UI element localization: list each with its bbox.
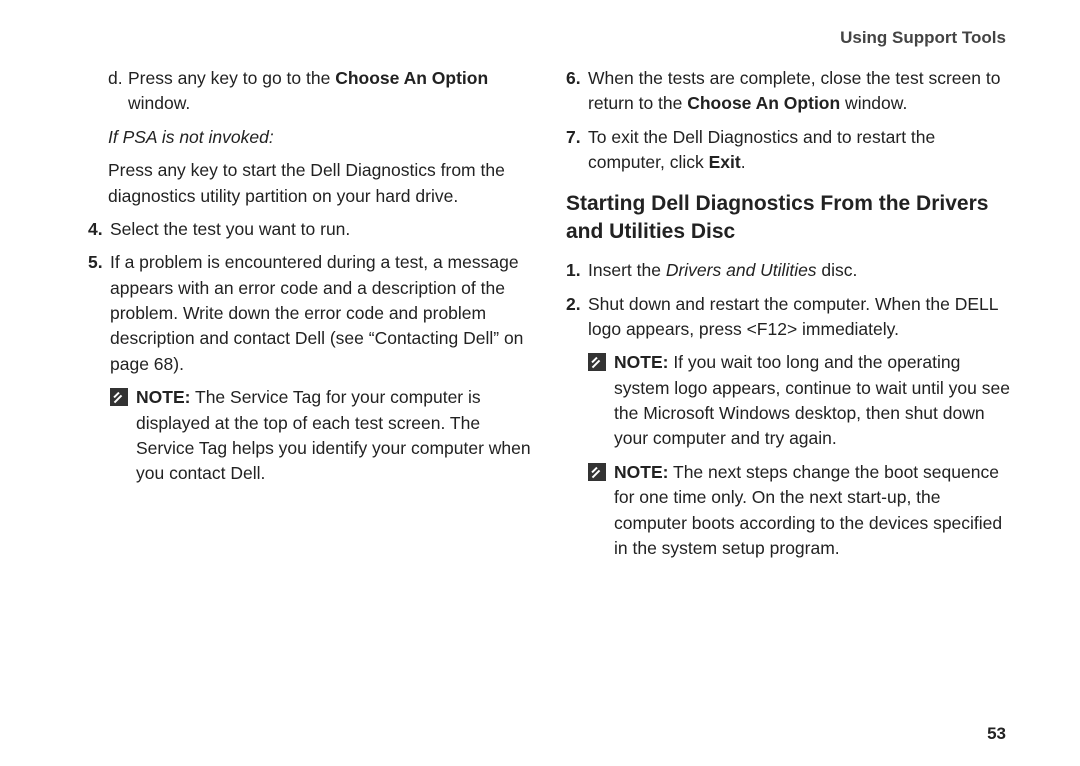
step-6-after: window.	[840, 93, 907, 113]
note-label: NOTE:	[614, 462, 668, 482]
note-body: If you wait too long and the operating s…	[614, 352, 1010, 448]
step-4-text: Select the test you want to run.	[110, 217, 532, 242]
note-icon	[110, 388, 128, 406]
note-icon	[588, 463, 606, 481]
note-body: The Service Tag for your computer is dis…	[136, 387, 531, 483]
disc-step-2-text: Shut down and restart the computer. When…	[588, 292, 1010, 343]
step-7-text: To exit the Dell Diagnostics and to rest…	[588, 125, 1010, 176]
section-heading: Starting Dell Diagnostics From the Drive…	[566, 190, 1010, 247]
psa-body: Press any key to start the Dell Diagnost…	[108, 158, 532, 209]
step-7-after: .	[741, 152, 746, 172]
note-boot-sequence: NOTE: The next steps change the boot seq…	[588, 460, 1010, 562]
step-d: d. Press any key to go to the Choose An …	[108, 66, 532, 117]
disc-step-1: 1. Insert the Drivers and Utilities disc…	[566, 258, 1010, 283]
right-column: 6. When the tests are complete, close th…	[566, 66, 1010, 569]
page-header: Using Support Tools	[88, 28, 1010, 48]
step-6-text: When the tests are complete, close the t…	[588, 66, 1010, 117]
step-6: 6. When the tests are complete, close th…	[566, 66, 1010, 117]
note-label: NOTE:	[136, 387, 190, 407]
left-column: d. Press any key to go to the Choose An …	[88, 66, 532, 569]
psa-heading: If PSA is not invoked:	[108, 125, 532, 150]
note-service-tag-text: NOTE: The Service Tag for your computer …	[136, 385, 532, 487]
step-d-text: Press any key to go to the Choose An Opt…	[128, 66, 532, 117]
page-number: 53	[987, 724, 1006, 744]
note-body: The next steps change the boot sequence …	[614, 462, 1002, 558]
note-icon	[588, 353, 606, 371]
step-7-num: 7.	[566, 125, 588, 176]
disc-step-2-num: 2.	[566, 292, 588, 343]
step-7-bold: Exit	[709, 152, 741, 172]
note-wait-text: NOTE: If you wait too long and the opera…	[614, 350, 1010, 452]
disc-step-1-text: Insert the Drivers and Utilities disc.	[588, 258, 1010, 283]
step-4-num: 4.	[88, 217, 110, 242]
disc-step-1-italic: Drivers and Utilities	[666, 260, 817, 280]
step-d-before: Press any key to go to the	[128, 68, 335, 88]
step-6-bold: Choose An Option	[687, 93, 840, 113]
note-label: NOTE:	[614, 352, 668, 372]
step-5: 5. If a problem is encountered during a …	[88, 250, 532, 377]
step-d-label: d.	[108, 66, 128, 117]
step-d-after: window.	[128, 93, 190, 113]
step-5-num: 5.	[88, 250, 110, 377]
step-5-text: If a problem is encountered during a tes…	[110, 250, 532, 377]
note-boot-text: NOTE: The next steps change the boot seq…	[614, 460, 1010, 562]
step-4: 4. Select the test you want to run.	[88, 217, 532, 242]
disc-step-1-before: Insert the	[588, 260, 666, 280]
disc-step-1-num: 1.	[566, 258, 588, 283]
step-7: 7. To exit the Dell Diagnostics and to r…	[566, 125, 1010, 176]
disc-step-1-after: disc.	[817, 260, 858, 280]
step-6-num: 6.	[566, 66, 588, 117]
disc-step-2: 2. Shut down and restart the computer. W…	[566, 292, 1010, 343]
step-7-before: To exit the Dell Diagnostics and to rest…	[588, 127, 935, 172]
note-service-tag: NOTE: The Service Tag for your computer …	[110, 385, 532, 487]
content-columns: d. Press any key to go to the Choose An …	[88, 66, 1010, 569]
step-d-bold: Choose An Option	[335, 68, 488, 88]
note-wait-too-long: NOTE: If you wait too long and the opera…	[588, 350, 1010, 452]
